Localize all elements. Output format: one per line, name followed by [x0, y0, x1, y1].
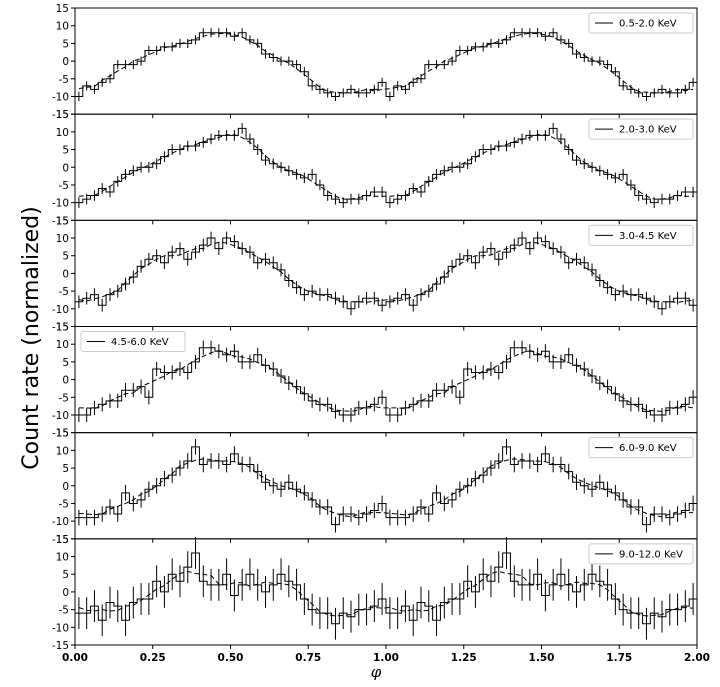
- step-histogram: [75, 347, 697, 416]
- y-tick-label: -15: [52, 428, 69, 440]
- y-tick-label: -10: [52, 410, 69, 422]
- step-histogram: [75, 127, 697, 204]
- y-tick-label: 15: [56, 109, 69, 121]
- legend: 4.5-6.0 KeV: [80, 331, 186, 352]
- legend-box: [588, 543, 694, 565]
- x-tick-label: 1.00: [373, 652, 399, 664]
- y-tick-label: 10: [56, 127, 69, 139]
- y-tick-label: 5: [62, 357, 69, 369]
- step-histogram: [75, 446, 697, 526]
- step-histogram: [75, 237, 697, 310]
- legend-label: 6.0-9.0 KeV: [619, 443, 677, 454]
- panel-1: 15 10 5 0 -5 -10 -15 0.5-2.0 KeV: [52, 3, 698, 121]
- y-tick-label: -10: [52, 622, 69, 634]
- model-curve: [78, 241, 694, 303]
- y-tick-label: -5: [59, 605, 69, 617]
- x-tick-label: 1.25: [451, 652, 477, 664]
- step-histogram: [75, 552, 697, 625]
- y-tick-label: 5: [62, 463, 69, 475]
- y-tick-label: 15: [56, 322, 69, 334]
- panel-4: 15 10 5 0 -5 -10 -15 4.5-6.0 KeV: [52, 322, 698, 440]
- y-tick-label: 0: [62, 587, 69, 599]
- legend-label: 0.5-2.0 KeV: [619, 19, 677, 30]
- y-tick-label: -15: [52, 215, 69, 227]
- y-tick-label: 0: [62, 268, 69, 280]
- y-tick-label: 10: [56, 21, 69, 33]
- y-tick-label: 10: [56, 233, 69, 245]
- x-tick-label: 1.75: [606, 652, 632, 664]
- panel-5: 15 10 5 0 -5 -10 -15 6.0-9.0 KeV: [52, 428, 698, 546]
- y-tick-label: -5: [59, 180, 69, 192]
- legend-label: 3.0-4.5 KeV: [619, 231, 677, 242]
- y-tick-label: -15: [52, 322, 69, 334]
- y-tick-label: 0: [62, 162, 69, 174]
- y-tick-label: 10: [56, 552, 69, 564]
- y-tick-label: -15: [52, 640, 69, 652]
- chart-panels: 15 10 5 0 -5 -10 -15 0.5-2.0 KeV 15 10 5 0 -5 -10 -15 2…: [52, 3, 710, 664]
- y-tick-label: 5: [62, 38, 69, 50]
- panel-3: 15 10 5 0 -5 -10 -15 3.0-4.5 KeV: [52, 215, 698, 334]
- legend-box: [588, 12, 694, 34]
- model-curve: [78, 134, 694, 200]
- y-tick-label: -10: [52, 198, 69, 210]
- y-tick-label: -5: [59, 286, 69, 298]
- x-tick-label: 2.00: [684, 652, 710, 664]
- legend-label: 2.0-3.0 KeV: [619, 125, 677, 136]
- legend: 0.5-2.0 KeV: [588, 12, 694, 34]
- y-tick-label: -10: [52, 91, 69, 103]
- y-tick-label: -5: [59, 392, 69, 404]
- legend: 2.0-3.0 KeV: [588, 118, 694, 140]
- x-tick-label: 0.25: [140, 652, 166, 664]
- y-tick-label: 15: [56, 215, 69, 227]
- step-histogram: [75, 32, 697, 97]
- legend-box: [80, 331, 186, 352]
- y-tick-label: -10: [52, 516, 69, 528]
- legend-box: [588, 224, 694, 246]
- legend: 6.0-9.0 KeV: [588, 437, 694, 459]
- y-tick-label: 15: [56, 428, 69, 440]
- y-tick-label: 5: [62, 145, 69, 157]
- y-tick-label: -5: [59, 74, 69, 86]
- legend-label: 9.0-12.0 KeV: [619, 549, 683, 560]
- panel-2: 15 10 5 0 -5 -10 -15 2.0-3.0 KeV: [52, 109, 698, 227]
- legend-box: [588, 118, 694, 140]
- legend: 9.0-12.0 KeV: [588, 543, 694, 565]
- y-tick-label: 10: [56, 445, 69, 457]
- legend-label: 4.5-6.0 KeV: [111, 337, 169, 348]
- y-tick-label: 0: [62, 56, 69, 68]
- legend: 3.0-4.5 KeV: [588, 224, 694, 246]
- y-tick-label: -5: [59, 498, 69, 510]
- y-tick-label: -15: [52, 534, 69, 546]
- y-tick-label: 10: [56, 339, 69, 351]
- y-tick-label: 15: [56, 3, 69, 15]
- y-tick-label: 5: [62, 569, 69, 581]
- x-tick-label: 0.50: [218, 652, 244, 664]
- y-axis-label: Count rate (normalized): [19, 206, 44, 469]
- y-tick-label: 15: [56, 534, 69, 546]
- x-axis-label: φ: [371, 663, 382, 681]
- x-tick-label: 1.50: [529, 652, 555, 664]
- y-tick-label: 0: [62, 481, 69, 493]
- y-tick-label: -10: [52, 304, 69, 316]
- legend-box: [588, 437, 694, 459]
- y-tick-label: 0: [62, 375, 69, 387]
- y-tick-label: 5: [62, 251, 69, 263]
- y-tick-label: -15: [52, 109, 69, 121]
- x-tick-label: 0.00: [62, 652, 88, 664]
- x-tick-label: 0.75: [295, 652, 321, 664]
